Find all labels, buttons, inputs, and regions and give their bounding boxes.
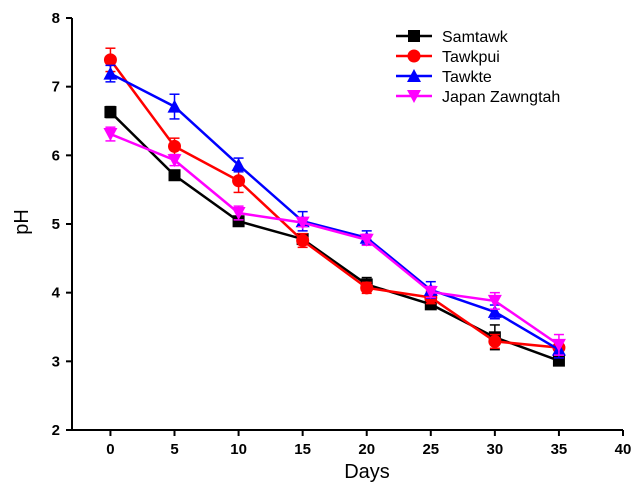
- data-point: [487, 304, 502, 318]
- series-line: [109, 132, 560, 346]
- legend-label: Tawkpui: [442, 49, 500, 66]
- data-point: [296, 233, 310, 247]
- data-point: [103, 53, 117, 67]
- x-tick-label: 5: [170, 441, 178, 458]
- data-point: [232, 174, 246, 188]
- y-tick-label: 6: [52, 147, 60, 164]
- data-point: [423, 285, 438, 299]
- legend-label: Tawkte: [442, 69, 492, 86]
- y-tick-label: 7: [52, 79, 60, 96]
- legend-item: Japan Zawngtah: [396, 89, 560, 106]
- series-line: [109, 111, 560, 362]
- data-point: [232, 215, 245, 228]
- data-point: [551, 338, 566, 352]
- legend-marker: [407, 69, 421, 82]
- y-axis-title: pH: [11, 209, 33, 235]
- legend-item: Tawkpui: [396, 49, 500, 66]
- y-tick-label: 5: [52, 216, 60, 233]
- data-point: [488, 334, 502, 348]
- y-tick-label: 3: [52, 353, 60, 370]
- data-point: [167, 99, 182, 113]
- data-point: [167, 154, 182, 168]
- data-point: [103, 128, 118, 142]
- x-tick-label: 40: [615, 441, 632, 458]
- series-japan-zawngtah: [103, 126, 566, 356]
- data-point: [295, 216, 310, 230]
- legend-item: Tawkte: [396, 69, 492, 86]
- x-tick-label: 25: [422, 441, 439, 458]
- data-point: [359, 233, 374, 247]
- series-line: [109, 59, 560, 349]
- x-tick-label: 30: [487, 441, 504, 458]
- data-point: [231, 207, 246, 221]
- legend-marker: [407, 49, 421, 63]
- series-tawkte: [103, 64, 566, 359]
- y-tick-label: 4: [52, 285, 61, 302]
- data-point: [487, 294, 502, 308]
- y-tick-label: 2: [52, 422, 60, 439]
- legend-item: Samtawk: [396, 29, 509, 46]
- legend-label: Japan Zawngtah: [442, 89, 560, 106]
- axes-layer: 0 5 10 15 20 25 30 35 40 2 3 4 5 6 7 8: [52, 10, 632, 458]
- y-tick-label: 8: [52, 10, 60, 27]
- data-point: [231, 157, 246, 171]
- legend-marker: [407, 90, 421, 103]
- x-tick-label: 15: [294, 441, 311, 458]
- data-point: [104, 106, 117, 119]
- x-tick-label: 10: [230, 441, 247, 458]
- data-point: [168, 139, 182, 153]
- x-tick-label: 35: [551, 441, 568, 458]
- data-point: [360, 281, 374, 295]
- legend: Samtawk Tawkpui Tawkte Japan Zawngtah: [396, 29, 560, 106]
- legend-marker: [408, 30, 420, 42]
- x-tick-label: 0: [106, 441, 114, 458]
- data-point: [103, 66, 118, 80]
- x-axis-title: Days: [344, 461, 390, 483]
- data-point: [168, 169, 181, 182]
- legend-label: Samtawk: [442, 29, 509, 46]
- series-line: [109, 72, 560, 351]
- series-layer: [103, 47, 566, 367]
- x-tick-label: 20: [358, 441, 375, 458]
